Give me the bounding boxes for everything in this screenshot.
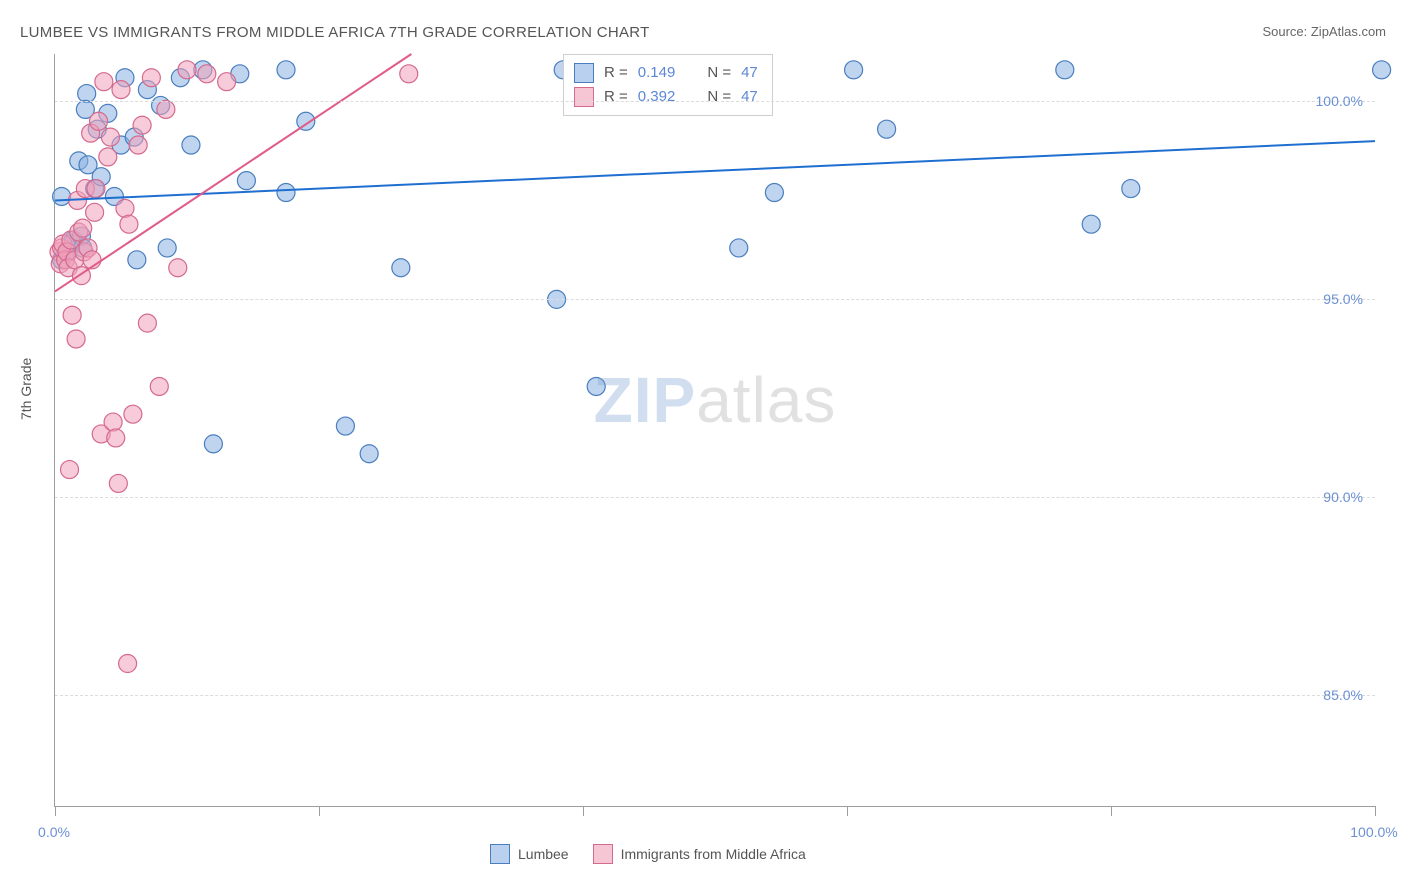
middle-africa-point (61, 461, 79, 479)
correlation-legend: R = 0.149 N = 47 R = 0.392 N = 47 (563, 54, 773, 116)
lumbee-point (845, 61, 863, 79)
lumbee-point (237, 172, 255, 190)
y-axis-label: 7th Grade (18, 358, 34, 420)
middle-africa-point (218, 73, 236, 91)
lumbee-point (277, 61, 295, 79)
lumbee-point (204, 435, 222, 453)
lumbee-trendline (55, 141, 1375, 200)
legend-swatch (574, 87, 594, 107)
middle-africa-point (119, 655, 137, 673)
middle-africa-point (112, 81, 130, 99)
r-value: 0.149 (638, 61, 676, 85)
series-label: Lumbee (518, 846, 569, 862)
x-tick (319, 806, 320, 816)
lumbee-point (1122, 180, 1140, 198)
x-tick-label: 0.0% (38, 824, 70, 840)
middle-africa-point (90, 112, 108, 130)
lumbee-point (765, 184, 783, 202)
y-tick-label: 95.0% (1323, 291, 1363, 307)
x-tick (583, 806, 584, 816)
middle-africa-point (124, 405, 142, 423)
x-tick (847, 806, 848, 816)
gridline (55, 497, 1375, 498)
source-label: Source: ZipAtlas.com (1262, 24, 1386, 39)
x-tick-label: 100.0% (1350, 824, 1397, 840)
middle-africa-point (120, 215, 138, 233)
lumbee-point (587, 377, 605, 395)
middle-africa-point (400, 65, 418, 83)
lumbee-point (78, 85, 96, 103)
legend-swatch (490, 844, 510, 864)
x-tick (1375, 806, 1376, 816)
lumbee-point (158, 239, 176, 257)
y-tick-label: 85.0% (1323, 687, 1363, 703)
middle-africa-point (87, 180, 105, 198)
chart-title: LUMBEE VS IMMIGRANTS FROM MIDDLE AFRICA … (20, 24, 650, 41)
legend-swatch (593, 844, 613, 864)
x-tick (1111, 806, 1112, 816)
series-legend-item: Lumbee (490, 844, 569, 864)
middle-africa-point (129, 136, 147, 154)
y-tick-label: 100.0% (1316, 93, 1363, 109)
n-label: N = (707, 85, 731, 109)
r-value: 0.392 (638, 85, 676, 109)
r-label: R = (604, 61, 628, 85)
middle-africa-point (109, 474, 127, 492)
lumbee-point (182, 136, 200, 154)
gridline (55, 299, 1375, 300)
middle-africa-point (116, 199, 134, 217)
n-value: 47 (741, 61, 758, 85)
r-label: R = (604, 85, 628, 109)
middle-africa-point (86, 203, 104, 221)
x-tick (55, 806, 56, 816)
lumbee-point (1373, 61, 1391, 79)
middle-africa-point (198, 65, 216, 83)
middle-africa-point (101, 128, 119, 146)
middle-africa-point (67, 330, 85, 348)
middle-africa-point (178, 61, 196, 79)
middle-africa-point (63, 306, 81, 324)
gridline (55, 695, 1375, 696)
middle-africa-point (104, 413, 122, 431)
legend-row: R = 0.392 N = 47 (574, 85, 758, 109)
middle-africa-point (107, 429, 125, 447)
lumbee-point (730, 239, 748, 257)
n-label: N = (707, 61, 731, 85)
gridline (55, 101, 1375, 102)
chart-svg (55, 54, 1375, 806)
series-legend-item: Immigrants from Middle Africa (593, 844, 806, 864)
y-tick-label: 90.0% (1323, 489, 1363, 505)
lumbee-point (360, 445, 378, 463)
n-value: 47 (741, 85, 758, 109)
lumbee-point (128, 251, 146, 269)
middle-africa-point (95, 73, 113, 91)
lumbee-point (336, 417, 354, 435)
middle-africa-point (150, 377, 168, 395)
middle-africa-point (74, 219, 92, 237)
series-label: Immigrants from Middle Africa (621, 846, 806, 862)
legend-row: R = 0.149 N = 47 (574, 61, 758, 85)
middle-africa-point (99, 148, 117, 166)
middle-africa-point (142, 69, 160, 87)
legend-swatch (574, 63, 594, 83)
middle-africa-point (138, 314, 156, 332)
series-legend: Lumbee Immigrants from Middle Africa (490, 844, 806, 864)
lumbee-point (1082, 215, 1100, 233)
chart-container: LUMBEE VS IMMIGRANTS FROM MIDDLE AFRICA … (0, 0, 1406, 892)
plot-area: ZIPatlas R =0.149N =47R =0.392N =47 85.0… (54, 54, 1375, 807)
lumbee-point (1056, 61, 1074, 79)
lumbee-point (277, 184, 295, 202)
lumbee-point (392, 259, 410, 277)
middle-africa-point (157, 100, 175, 118)
lumbee-point (878, 120, 896, 138)
lumbee-point (53, 187, 71, 205)
middle-africa-point (169, 259, 187, 277)
middle-africa-point (133, 116, 151, 134)
